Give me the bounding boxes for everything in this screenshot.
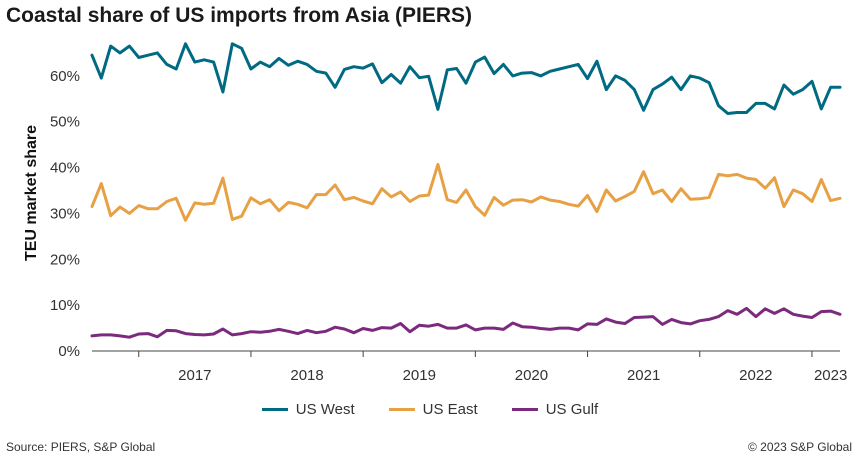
series-line-us-west: [90, 42, 842, 115]
x-tick-label: 2017: [178, 367, 211, 384]
x-tick-label: 2019: [403, 367, 436, 384]
legend-item-us-west: US West: [261, 401, 355, 418]
x-tick-label: 2020: [515, 367, 548, 384]
legend-item-us-gulf: US Gulf: [511, 401, 599, 418]
y-tick-label: 40%: [50, 160, 80, 177]
y-tick-label: 0%: [58, 343, 80, 360]
x-axis: 2017 2018 2019 2020 2021 2022 2023: [92, 350, 847, 384]
legend-label-us-gulf: US Gulf: [545, 401, 599, 418]
y-axis: 0% 10% 20% 30% 40% 50% 60%: [50, 68, 80, 360]
y-axis-label: TEU market share: [23, 125, 40, 261]
x-tick-label: 2018: [290, 367, 323, 384]
y-tick-label: 10%: [50, 297, 80, 314]
legend-swatch-us-east: [388, 408, 415, 411]
legend: US West US East US Gulf: [0, 401, 860, 418]
series-line-us-east: [90, 162, 842, 222]
x-tick-label: 2021: [627, 367, 660, 384]
legend-item-us-east: US East: [388, 401, 478, 418]
legend-swatch-us-west: [261, 408, 288, 411]
x-tick-label: 2023: [814, 367, 847, 384]
chart-title: Coastal share of US imports from Asia (P…: [6, 4, 472, 27]
copyright-note: © 2023 S&P Global: [747, 440, 852, 454]
line-chart: 0% 10% 20% 30% 40% 50% 60% TEU market share 20…: [23, 42, 847, 384]
source-note: Source: PIERS, S&P Global: [6, 440, 156, 454]
legend-label-us-west: US West: [295, 401, 355, 418]
legend-swatch-us-gulf: [511, 408, 538, 411]
series-line-us-gulf: [90, 306, 842, 339]
y-tick-label: 60%: [50, 68, 80, 85]
legend-label-us-east: US East: [422, 401, 478, 418]
series-lines: [90, 42, 842, 339]
y-tick-label: 30%: [50, 205, 80, 222]
x-tick-label: 2022: [739, 367, 772, 384]
y-tick-label: 20%: [50, 251, 80, 268]
y-tick-label: 50%: [50, 114, 80, 131]
